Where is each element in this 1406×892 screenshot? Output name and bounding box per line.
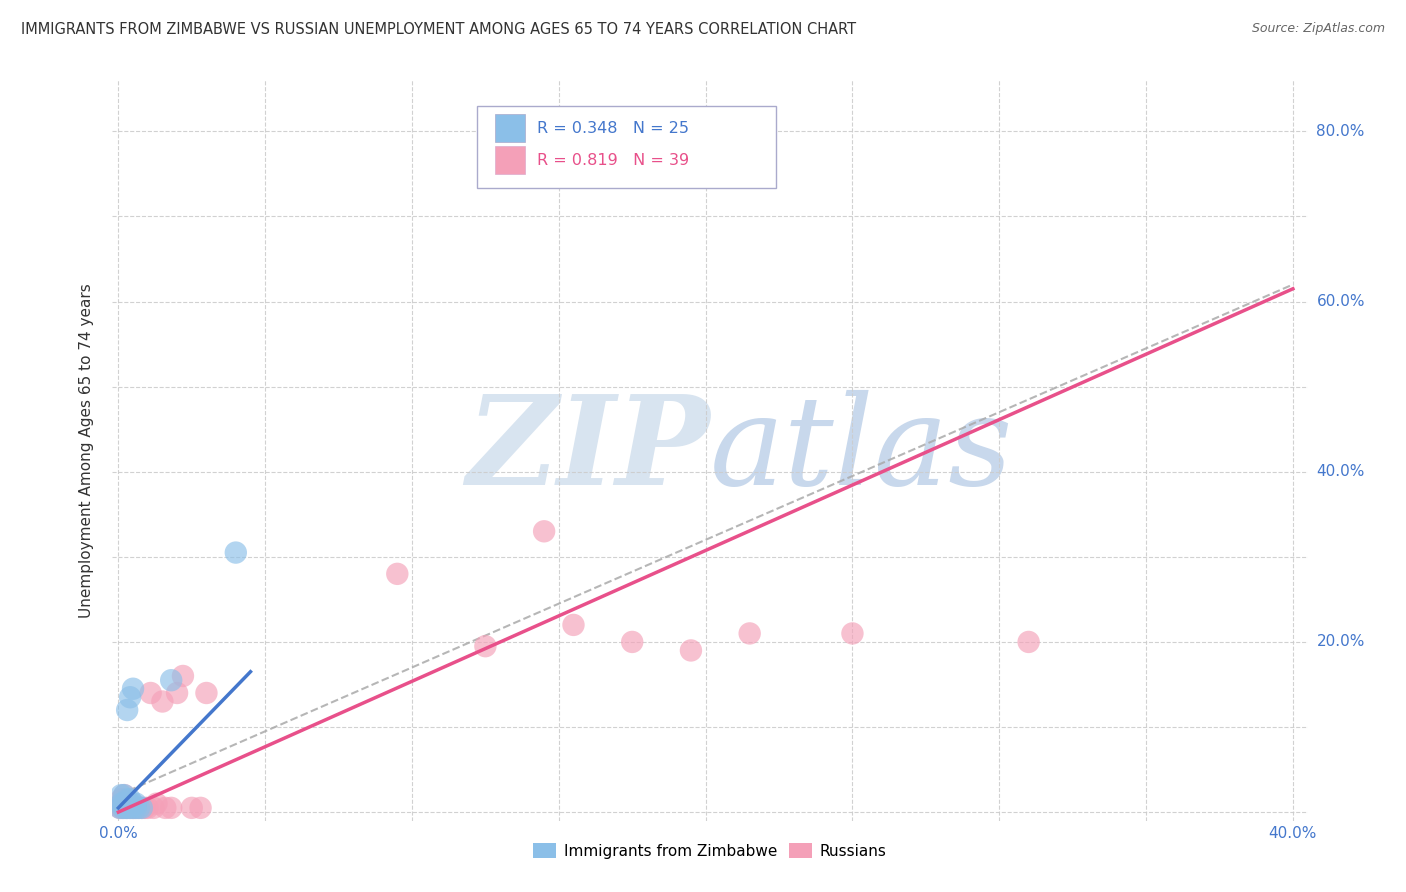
Russians <box>122 801 145 815</box>
Immigrants from Zimbabwe <box>120 690 142 705</box>
Russians <box>387 566 409 581</box>
Text: R = 0.819   N = 39: R = 0.819 N = 39 <box>537 153 689 168</box>
Russians <box>112 801 135 815</box>
Russians <box>139 686 162 700</box>
Russians <box>738 626 761 640</box>
Text: ZIP: ZIP <box>467 390 710 511</box>
Russians <box>155 801 177 815</box>
Immigrants from Zimbabwe <box>112 798 135 813</box>
Text: Source: ZipAtlas.com: Source: ZipAtlas.com <box>1251 22 1385 36</box>
Russians <box>679 643 702 657</box>
Russians <box>110 792 132 806</box>
Russians <box>115 801 138 815</box>
Immigrants from Zimbabwe <box>111 801 134 815</box>
Russians <box>166 686 188 700</box>
Russians <box>111 801 134 815</box>
Immigrants from Zimbabwe <box>122 801 145 815</box>
Immigrants from Zimbabwe <box>125 797 148 811</box>
Russians <box>120 797 142 811</box>
Immigrants from Zimbabwe <box>120 792 142 806</box>
Russians <box>115 797 138 811</box>
Russians <box>125 801 148 815</box>
Immigrants from Zimbabwe <box>225 545 247 559</box>
Immigrants from Zimbabwe <box>120 801 142 815</box>
Russians <box>108 801 131 815</box>
Text: atlas: atlas <box>710 390 1014 511</box>
Russians <box>152 694 174 708</box>
Russians <box>128 801 150 815</box>
Russians <box>142 801 165 815</box>
Russians <box>474 639 496 653</box>
Russians <box>190 801 212 815</box>
Text: IMMIGRANTS FROM ZIMBABWE VS RUSSIAN UNEMPLOYMENT AMONG AGES 65 TO 74 YEARS CORRE: IMMIGRANTS FROM ZIMBABWE VS RUSSIAN UNEM… <box>21 22 856 37</box>
Immigrants from Zimbabwe <box>115 703 138 717</box>
Legend: Immigrants from Zimbabwe, Russians: Immigrants from Zimbabwe, Russians <box>527 837 893 865</box>
FancyBboxPatch shape <box>495 146 524 174</box>
Y-axis label: Unemployment Among Ages 65 to 74 years: Unemployment Among Ages 65 to 74 years <box>79 283 94 618</box>
Immigrants from Zimbabwe <box>108 801 131 815</box>
FancyBboxPatch shape <box>495 114 524 143</box>
Immigrants from Zimbabwe <box>125 801 148 815</box>
Text: 20.0%: 20.0% <box>1316 634 1365 649</box>
FancyBboxPatch shape <box>477 106 776 187</box>
Russians <box>120 801 142 815</box>
Russians <box>533 524 555 539</box>
Russians <box>131 801 153 815</box>
Text: 60.0%: 60.0% <box>1316 294 1365 309</box>
Russians <box>134 801 156 815</box>
Russians <box>621 635 644 649</box>
Russians <box>136 801 159 815</box>
Immigrants from Zimbabwe <box>122 797 145 811</box>
Immigrants from Zimbabwe <box>110 788 132 802</box>
Immigrants from Zimbabwe <box>120 797 142 811</box>
Immigrants from Zimbabwe <box>131 801 153 815</box>
Russians <box>841 626 863 640</box>
Russians <box>112 797 135 811</box>
Immigrants from Zimbabwe <box>114 801 136 815</box>
Immigrants from Zimbabwe <box>112 788 135 802</box>
Russians <box>110 801 132 815</box>
Text: 80.0%: 80.0% <box>1316 124 1365 139</box>
Russians <box>172 669 194 683</box>
Immigrants from Zimbabwe <box>115 792 138 806</box>
Russians <box>110 797 132 811</box>
Russians <box>112 788 135 802</box>
Russians <box>122 801 145 815</box>
Text: 40.0%: 40.0% <box>1316 464 1365 479</box>
Immigrants from Zimbabwe <box>112 797 135 811</box>
Russians <box>180 801 202 815</box>
Immigrants from Zimbabwe <box>110 797 132 811</box>
Russians <box>562 618 585 632</box>
Immigrants from Zimbabwe <box>122 681 145 696</box>
Text: R = 0.348   N = 25: R = 0.348 N = 25 <box>537 121 689 136</box>
Immigrants from Zimbabwe <box>115 797 138 811</box>
Russians <box>160 801 183 815</box>
Russians <box>145 797 167 811</box>
Immigrants from Zimbabwe <box>128 801 150 815</box>
Russians <box>1018 635 1040 649</box>
Immigrants from Zimbabwe <box>160 673 183 688</box>
Russians <box>195 686 218 700</box>
Immigrants from Zimbabwe <box>115 801 138 815</box>
